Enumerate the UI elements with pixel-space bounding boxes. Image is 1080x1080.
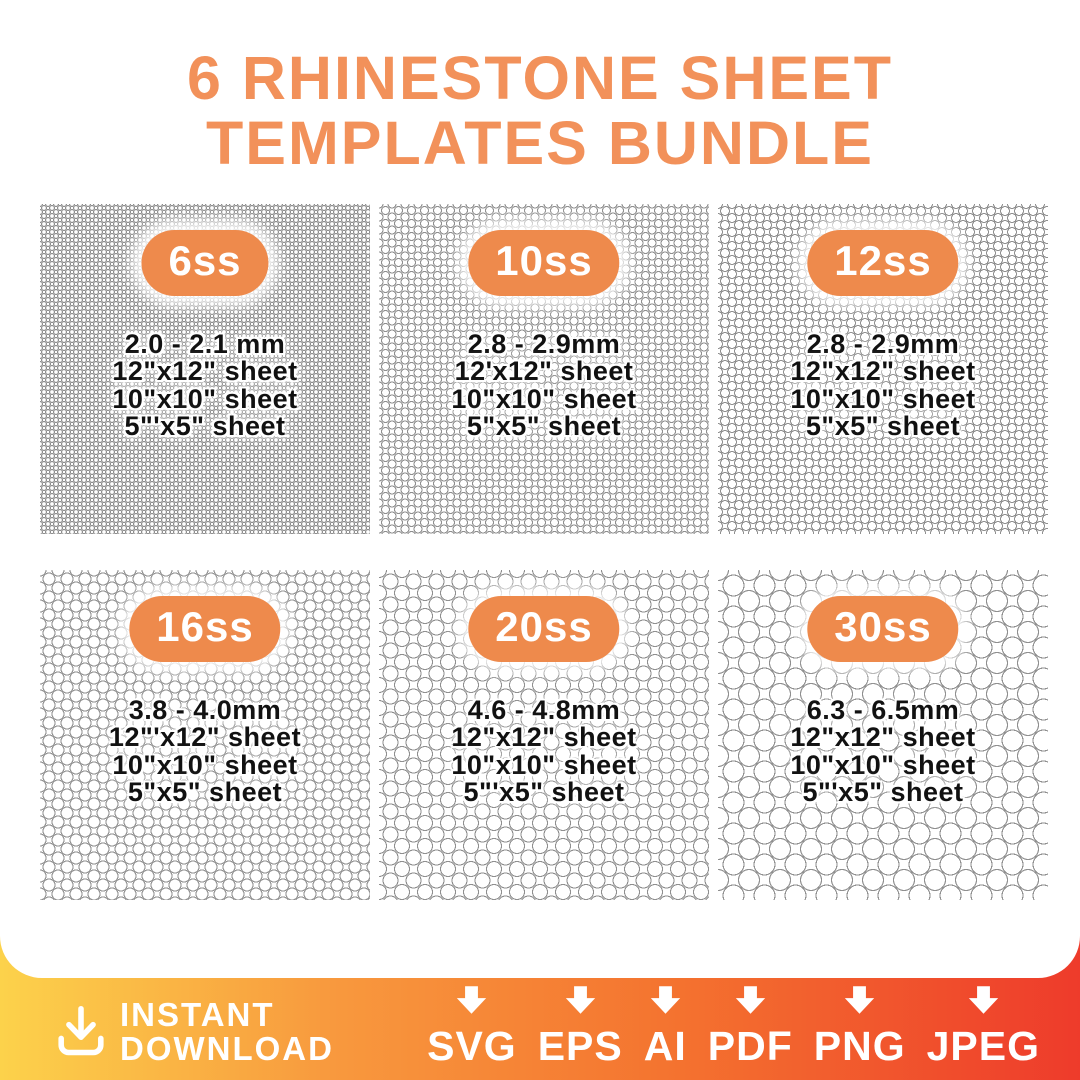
format-png: PNG: [814, 986, 906, 1067]
spec-line-12x12: 12"x12" sheet: [790, 356, 976, 387]
format-eps: EPS: [538, 986, 623, 1067]
format-label: JPEG: [926, 1023, 1040, 1069]
format-jpeg: JPEG: [927, 986, 1040, 1067]
file-formats-row: SVG EPS AI PDF PNG JPEG: [427, 986, 1040, 1067]
down-arrow-icon: [564, 986, 597, 1019]
spec-line-mm: 3.8 - 4.0mm: [128, 694, 282, 725]
down-arrow-icon: [734, 986, 767, 1019]
spec-line-12x12: 12"x12" sheet: [112, 356, 298, 387]
download-tray-icon: [52, 1001, 110, 1064]
spec-line-mm: 2.8 - 2.9mm: [806, 328, 960, 359]
spec-line-5x5: 5"x5" sheet: [805, 411, 961, 442]
title-line1: 6 RHINESTONE SHEET: [186, 44, 894, 112]
download-line: DOWNLOAD: [120, 1030, 334, 1068]
spec-line-10x10: 10"x10" sheet: [790, 749, 976, 780]
tile-specs-20ss: 4.6 - 4.8mm 12"x12" sheet 10"x10" sheet …: [379, 694, 709, 808]
content-panel: 6 RHINESTONE SHEET TEMPLATES BUNDLE 6ss 2…: [0, 0, 1080, 978]
spec-line-5x5: 5"x5" sheet: [466, 411, 622, 442]
instant-line: INSTANT: [120, 995, 275, 1033]
size-badge-10ss: 10ss: [468, 229, 620, 296]
spec-line-10x10: 10"x10" sheet: [451, 749, 637, 780]
size-badge-12ss: 12ss: [807, 229, 959, 296]
spec-line-mm: 6.3 - 6.5mm: [806, 694, 960, 725]
page-title: 6 RHINESTONE SHEET TEMPLATES BUNDLE: [0, 44, 1080, 178]
spec-line-12x12: 12"x12" sheet: [790, 722, 976, 753]
size-badge-16ss: 16ss: [129, 595, 281, 662]
template-tile-6ss: 6ss 2.0 - 2.1 mm 12"x12" sheet 10"x10" s…: [40, 203, 370, 534]
down-arrow-icon: [455, 986, 488, 1019]
tile-specs-6ss: 2.0 - 2.1 mm 12"x12" sheet 10"x10" sheet…: [40, 328, 370, 442]
format-label: AI: [643, 1023, 687, 1069]
tile-specs-30ss: 6.3 - 6.5mm 12"x12" sheet 10"x10" sheet …: [718, 694, 1048, 808]
spec-line-12x12: 12"'x12" sheet: [108, 722, 302, 753]
spec-line-5x5: 5"'x5" sheet: [802, 777, 964, 808]
template-tile-10ss: 10ss 2.8 - 2.9mm 12'x12" sheet 10"x10" s…: [379, 203, 709, 534]
down-arrow-icon: [649, 986, 682, 1019]
format-ai: AI: [644, 986, 687, 1067]
tile-specs-16ss: 3.8 - 4.0mm 12"'x12" sheet 10"x10" sheet…: [40, 694, 370, 808]
down-arrow-icon: [843, 986, 876, 1019]
template-tile-30ss: 30ss 6.3 - 6.5mm 12"x12" sheet 10"x10" s…: [718, 569, 1048, 900]
spec-line-10x10: 10"x10" sheet: [112, 383, 298, 414]
instant-download-label: INSTANT DOWNLOAD: [120, 995, 334, 1068]
format-svg: SVG: [427, 986, 517, 1067]
template-tile-16ss: 16ss 3.8 - 4.0mm 12"'x12" sheet 10"x10" …: [40, 569, 370, 900]
spec-line-5x5: 5"x5" sheet: [127, 777, 283, 808]
title-line2: TEMPLATES BUNDLE: [206, 109, 874, 178]
footer-bar: INSTANT DOWNLOAD SVG EPS AI PDF: [52, 986, 1040, 1067]
size-badge-30ss: 30ss: [807, 595, 959, 662]
spec-line-mm: 4.6 - 4.8mm: [467, 694, 621, 725]
spec-line-10x10: 10"x10" sheet: [790, 383, 976, 414]
spec-line-10x10: 10"x10" sheet: [112, 749, 298, 780]
tile-specs-12ss: 2.8 - 2.9mm 12"x12" sheet 10"x10" sheet …: [718, 328, 1048, 442]
format-pdf: PDF: [708, 986, 793, 1067]
size-badge-20ss: 20ss: [468, 595, 620, 662]
spec-line-12x12: 12"x12" sheet: [451, 722, 637, 753]
spec-line-5x5: 5"'x5" sheet: [124, 411, 286, 442]
template-tile-20ss: 20ss 4.6 - 4.8mm 12"x12" sheet 10"x10" s…: [379, 569, 709, 900]
format-label: EPS: [537, 1023, 623, 1069]
format-label: SVG: [427, 1023, 517, 1069]
spec-line-5x5: 5"'x5" sheet: [463, 777, 625, 808]
down-arrow-icon: [967, 986, 1000, 1019]
spec-line-12x12: 12'x12" sheet: [454, 356, 634, 387]
size-badge-6ss: 6ss: [141, 229, 269, 296]
template-grid: 6ss 2.0 - 2.1 mm 12"x12" sheet 10"x10" s…: [40, 203, 1080, 900]
spec-line-10x10: 10"x10" sheet: [451, 383, 637, 414]
format-label: PDF: [707, 1023, 793, 1069]
tile-specs-10ss: 2.8 - 2.9mm 12'x12" sheet 10"x10" sheet …: [379, 328, 709, 442]
spec-line-mm: 2.0 - 2.1 mm: [124, 328, 286, 359]
format-label: PNG: [813, 1023, 906, 1069]
instant-download-block: INSTANT DOWNLOAD: [52, 995, 334, 1068]
template-tile-12ss: 12ss 2.8 - 2.9mm 12"x12" sheet 10"x10" s…: [718, 203, 1048, 534]
spec-line-mm: 2.8 - 2.9mm: [467, 328, 621, 359]
